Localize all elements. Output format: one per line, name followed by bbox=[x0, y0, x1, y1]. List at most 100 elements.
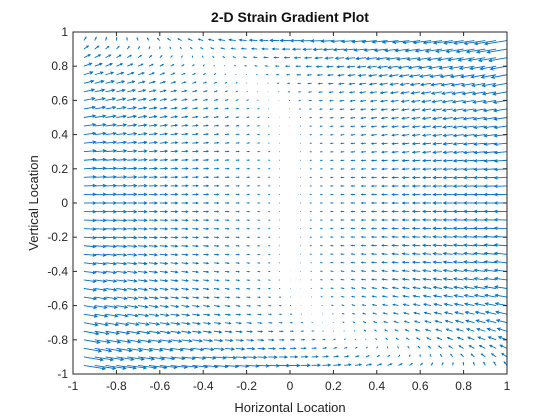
vector-arrow bbox=[203, 227, 210, 230]
vector-arrow bbox=[83, 270, 97, 275]
y-axis-ticks: 1 0.8 0.6 0.4 0.2 0 -0.2 -0.4 -0.6 -0.8 -1 bbox=[47, 25, 507, 381]
vector-arrow bbox=[169, 46, 172, 50]
vector-arrow bbox=[419, 353, 421, 357]
vector-arrow bbox=[441, 362, 444, 366]
vector-arrow bbox=[213, 313, 221, 317]
vector-arrow bbox=[350, 159, 356, 162]
vector-arrow bbox=[432, 268, 442, 273]
vector-arrow bbox=[319, 210, 323, 213]
vector-arrow bbox=[360, 278, 367, 281]
vector-arrow bbox=[148, 123, 158, 127]
vector-arrow bbox=[360, 193, 366, 196]
vector-arrow bbox=[340, 193, 345, 196]
vector-arrow bbox=[148, 184, 159, 188]
vector-arrow bbox=[279, 321, 283, 324]
vector-arrow bbox=[279, 338, 285, 342]
vector-arrow bbox=[472, 117, 486, 121]
vector-arrow bbox=[450, 353, 454, 358]
vector-arrow bbox=[137, 54, 143, 59]
vector-arrow bbox=[421, 235, 432, 239]
vector-arrow bbox=[360, 252, 366, 256]
vector-arrow bbox=[483, 276, 497, 281]
vector-arrow bbox=[401, 133, 410, 137]
vector-arrow bbox=[363, 48, 377, 52]
vector-arrow bbox=[371, 295, 377, 298]
vector-arrow bbox=[83, 235, 97, 240]
vector-arrow bbox=[448, 65, 464, 70]
vector-arrow bbox=[483, 218, 497, 222]
vector-arrow bbox=[235, 99, 239, 101]
vector-arrow bbox=[493, 260, 508, 264]
vector-arrow bbox=[94, 157, 107, 162]
vector-arrow bbox=[340, 270, 345, 272]
vector-arrow bbox=[351, 312, 356, 315]
vector-arrow bbox=[170, 347, 184, 352]
vector-arrow bbox=[214, 262, 220, 265]
vector-arrow bbox=[375, 337, 378, 341]
vector-arrow bbox=[474, 302, 486, 307]
vector-arrow bbox=[350, 227, 356, 230]
vector-arrow bbox=[411, 125, 421, 129]
vector-arrow bbox=[126, 36, 128, 41]
vector-arrow bbox=[452, 226, 464, 231]
vector-arrow bbox=[192, 338, 204, 343]
vector-arrow bbox=[442, 158, 453, 163]
vector-arrow bbox=[441, 99, 453, 104]
vector-arrow bbox=[403, 320, 410, 324]
vector-arrow bbox=[235, 253, 240, 256]
vector-arrow bbox=[473, 251, 486, 256]
vector-arrow bbox=[452, 218, 464, 222]
y-tick-label: 0.8 bbox=[51, 59, 68, 73]
vector-arrow bbox=[181, 55, 183, 58]
vector-arrow bbox=[330, 287, 334, 289]
vector-arrow bbox=[421, 159, 432, 163]
vector-arrow bbox=[105, 313, 119, 318]
vector-arrow bbox=[181, 81, 187, 84]
vector-arrow bbox=[442, 235, 453, 239]
vector-arrow bbox=[456, 336, 464, 341]
vector-arrow bbox=[105, 123, 117, 127]
vector-arrow bbox=[379, 91, 388, 95]
vector-arrow bbox=[83, 114, 97, 118]
vector-arrow bbox=[213, 304, 221, 308]
vector-arrow bbox=[391, 150, 399, 154]
vector-arrow bbox=[94, 88, 106, 93]
vector-arrow bbox=[138, 166, 148, 171]
vector-arrow bbox=[214, 236, 220, 239]
vector-arrow bbox=[127, 261, 138, 266]
vector-arrow bbox=[232, 56, 236, 59]
vector-arrow bbox=[181, 236, 189, 239]
vector-arrow bbox=[398, 363, 403, 366]
vector-arrow bbox=[105, 166, 118, 171]
vector-arrow bbox=[268, 355, 278, 359]
vector-arrow bbox=[421, 99, 432, 104]
vector-arrow bbox=[473, 277, 486, 281]
vector-arrow bbox=[480, 74, 497, 79]
vector-arrow bbox=[159, 115, 168, 119]
vector-arrow bbox=[83, 209, 97, 214]
vector-arrow bbox=[213, 347, 225, 351]
vector-arrow bbox=[181, 313, 191, 317]
vector-arrow bbox=[476, 327, 486, 332]
vector-arrow bbox=[483, 150, 497, 155]
vector-arrow bbox=[94, 261, 107, 266]
vector-arrow bbox=[203, 158, 210, 162]
vector-arrow bbox=[214, 210, 220, 213]
vector-arrow bbox=[319, 108, 323, 110]
vector-arrow bbox=[495, 310, 508, 315]
vector-arrow bbox=[192, 227, 199, 231]
vector-arrow bbox=[83, 330, 100, 336]
vector-arrow bbox=[181, 304, 190, 308]
vector-arrow bbox=[322, 47, 334, 52]
vector-arrow bbox=[381, 278, 388, 281]
vector-arrow bbox=[405, 337, 410, 341]
vector-arrow bbox=[105, 131, 117, 136]
vector-arrow bbox=[148, 201, 159, 205]
vector-arrow bbox=[137, 63, 144, 67]
vector-arrow bbox=[370, 269, 377, 273]
vector-arrow bbox=[94, 166, 107, 171]
vector-arrow bbox=[192, 253, 199, 256]
vector-arrow bbox=[116, 227, 128, 231]
vector-arrow bbox=[116, 175, 128, 179]
vector-arrow bbox=[334, 56, 345, 60]
